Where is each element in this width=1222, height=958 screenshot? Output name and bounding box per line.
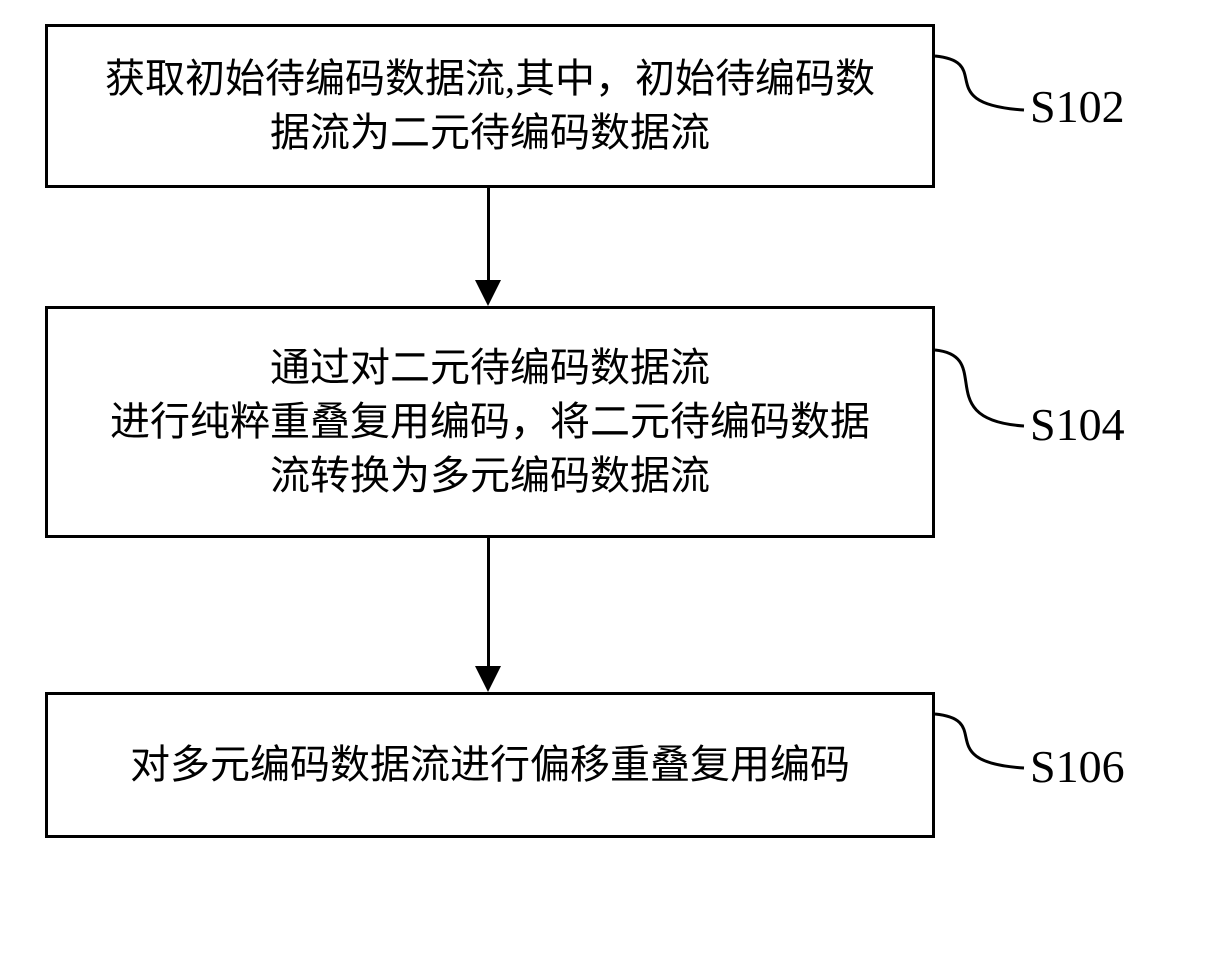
flow-step-s106: 对多元编码数据流进行偏移重叠复用编码 — [45, 692, 935, 838]
flowchart-canvas: 获取初始待编码数据流,其中，初始待编码数 据流为二元待编码数据流 通过对二元待编… — [0, 0, 1222, 958]
flow-step-line: 进行纯粹重叠复用编码，将二元待编码数据 — [110, 395, 870, 449]
flow-step-s102: 获取初始待编码数据流,其中，初始待编码数 据流为二元待编码数据流 — [45, 24, 935, 188]
flow-step-s104: 通过对二元待编码数据流 进行纯粹重叠复用编码，将二元待编码数据 流转换为多元编码… — [45, 306, 935, 538]
arrow-head-icon — [475, 280, 501, 306]
flow-step-line: 对多元编码数据流进行偏移重叠复用编码 — [130, 738, 850, 792]
arrow-down-icon — [487, 538, 490, 666]
flow-step-line: 获取初始待编码数据流,其中，初始待编码数 — [105, 52, 875, 106]
connector-curve-icon — [930, 51, 1089, 115]
connector-curve-icon — [930, 345, 1089, 431]
arrow-head-icon — [475, 666, 501, 692]
arrow-down-icon — [487, 188, 490, 280]
flow-step-line: 通过对二元待编码数据流 — [270, 341, 710, 395]
connector-curve-icon — [930, 709, 1089, 773]
flow-step-line: 流转换为多元编码数据流 — [270, 449, 710, 503]
flow-step-line: 据流为二元待编码数据流 — [270, 106, 710, 160]
